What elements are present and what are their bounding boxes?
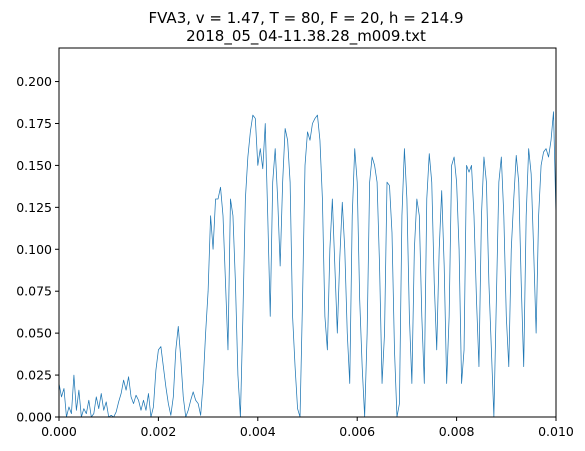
y-tick-label: 0.025 [16, 368, 52, 383]
y-tick-label: 0.050 [16, 326, 52, 341]
y-tick-label: 0.125 [16, 200, 52, 215]
y-tick-label: 0.075 [16, 284, 52, 299]
x-tick-label: 0.004 [240, 424, 276, 439]
y-tick-label: 0.175 [16, 116, 52, 131]
x-tick-label: 0.002 [141, 424, 177, 439]
series-line-0 [59, 111, 556, 417]
y-tick-label: 0.150 [16, 158, 52, 173]
x-tick-label: 0.000 [41, 424, 77, 439]
y-tick-label: 0.100 [16, 242, 52, 257]
axes-frame [58, 47, 557, 418]
x-tick-label: 0.010 [538, 424, 574, 439]
x-axis: 0.000 0.002 0.004 0.006 0.008 0.010 [41, 417, 574, 439]
plot-area [58, 47, 557, 418]
x-tick-label: 0.008 [439, 424, 475, 439]
y-axis: 0.000 0.025 0.050 0.075 0.100 0.125 0.150 0.175… [16, 74, 59, 425]
chart-title: FVA3, v = 1.47, T = 80, F = 20, h = 214.… [149, 9, 464, 27]
y-tick-label: 0.000 [16, 410, 52, 425]
y-tick-label: 0.200 [16, 74, 52, 89]
x-tick-label: 0.006 [339, 424, 375, 439]
chart-subtitle: 2018_05_04-11.38.28_m009.txt [186, 27, 426, 46]
